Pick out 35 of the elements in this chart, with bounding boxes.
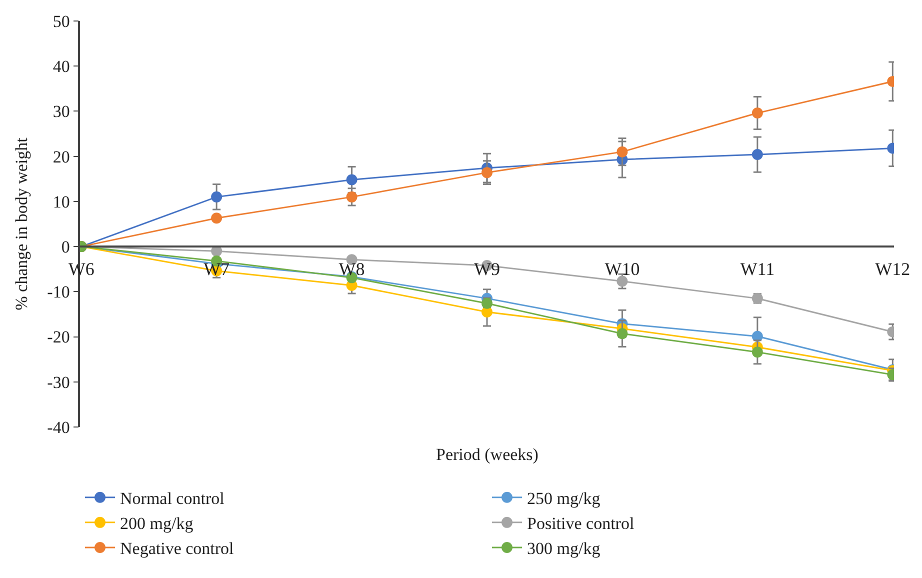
legend-label: Normal control <box>120 488 225 508</box>
y-tick-label: -10 <box>47 282 70 302</box>
point <box>752 108 763 119</box>
x-tick-label: W12 <box>875 258 910 279</box>
y-tick-label: 50 <box>52 12 70 31</box>
y-tick-label: 30 <box>52 102 70 122</box>
point <box>346 174 358 186</box>
x-tick-label: W11 <box>740 258 775 279</box>
y-tick-label: 40 <box>52 57 70 76</box>
legend-label: 200 mg/kg <box>120 514 194 534</box>
y-tick-label: -40 <box>47 418 70 437</box>
y-tick-label: -20 <box>47 328 70 347</box>
point <box>211 212 222 224</box>
legend-label: Negative control <box>120 539 234 558</box>
point <box>752 149 763 160</box>
point <box>346 191 358 202</box>
y-tick-label: 20 <box>52 147 70 166</box>
y-tick-label: 10 <box>52 192 70 212</box>
y-axis-title: % change in body weight <box>12 137 32 310</box>
legend-label: 300 mg/kg <box>527 539 601 558</box>
x-tick-label: W9 <box>474 258 500 279</box>
x-tick-label: W8 <box>338 258 365 279</box>
point <box>752 346 763 358</box>
point <box>616 146 628 158</box>
legend-label: 250 mg/kg <box>527 488 601 508</box>
point <box>616 328 628 340</box>
legend-label: Positive control <box>527 514 634 534</box>
x-axis-title: Period (weeks) <box>436 445 538 464</box>
x-tick-label: W10 <box>604 258 640 279</box>
y-tick-label: -30 <box>47 372 70 392</box>
y-tick-label: 0 <box>61 238 70 257</box>
point <box>482 298 492 309</box>
point <box>211 191 222 202</box>
point <box>616 276 628 287</box>
point <box>482 167 492 178</box>
